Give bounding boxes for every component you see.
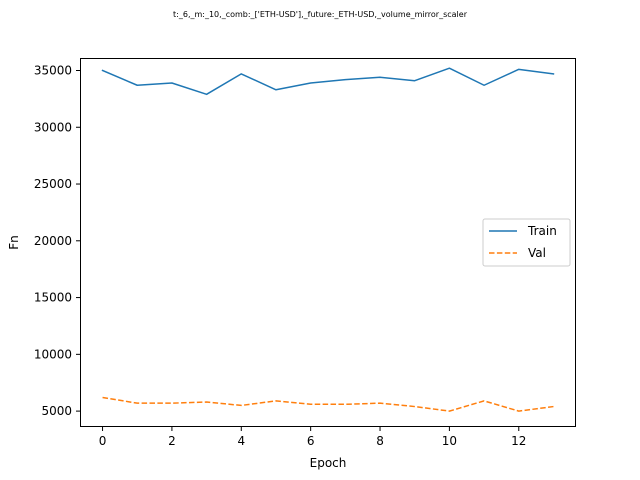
- y-tick-label: 30000: [34, 120, 72, 134]
- x-tick-label: 4: [237, 434, 245, 448]
- y-tick-label: 5000: [41, 404, 72, 418]
- legend-box: [482, 218, 571, 267]
- series-line-val: [102, 396, 554, 412]
- y-axis-ticks: 5000 10000 15000 20000 25000 30000 35000: [34, 63, 80, 418]
- y-axis-label: Fn: [7, 235, 21, 250]
- x-tick-label: 2: [168, 434, 176, 448]
- y-tick-label: 15000: [34, 291, 72, 305]
- x-axis-label: Epoch: [310, 456, 347, 470]
- y-tick-label: 10000: [34, 347, 72, 361]
- y-tick-label: 25000: [34, 177, 72, 191]
- series-line-train: [101, 67, 555, 96]
- y-tick-label: 20000: [34, 234, 72, 248]
- x-tick-label: 0: [99, 434, 107, 448]
- x-tick-label: 8: [376, 434, 384, 448]
- y-tick-label: 35000: [34, 63, 72, 77]
- x-tick-label: 6: [307, 434, 315, 448]
- chart-title: t:_6,_m:_10,_comb:_['ETH-USD'],_future:_…: [173, 10, 468, 19]
- legend-label-val: Val: [528, 246, 546, 260]
- x-tick-label: 12: [511, 434, 526, 448]
- legend-label-train: Train: [527, 224, 557, 238]
- x-axis-ticks: 0 2 4 6 8 10 12: [99, 427, 526, 448]
- plot-frame: [80, 58, 576, 427]
- legend: Train Val: [482, 218, 571, 267]
- x-tick-label: 10: [442, 434, 457, 448]
- series-layer: [101, 67, 555, 412]
